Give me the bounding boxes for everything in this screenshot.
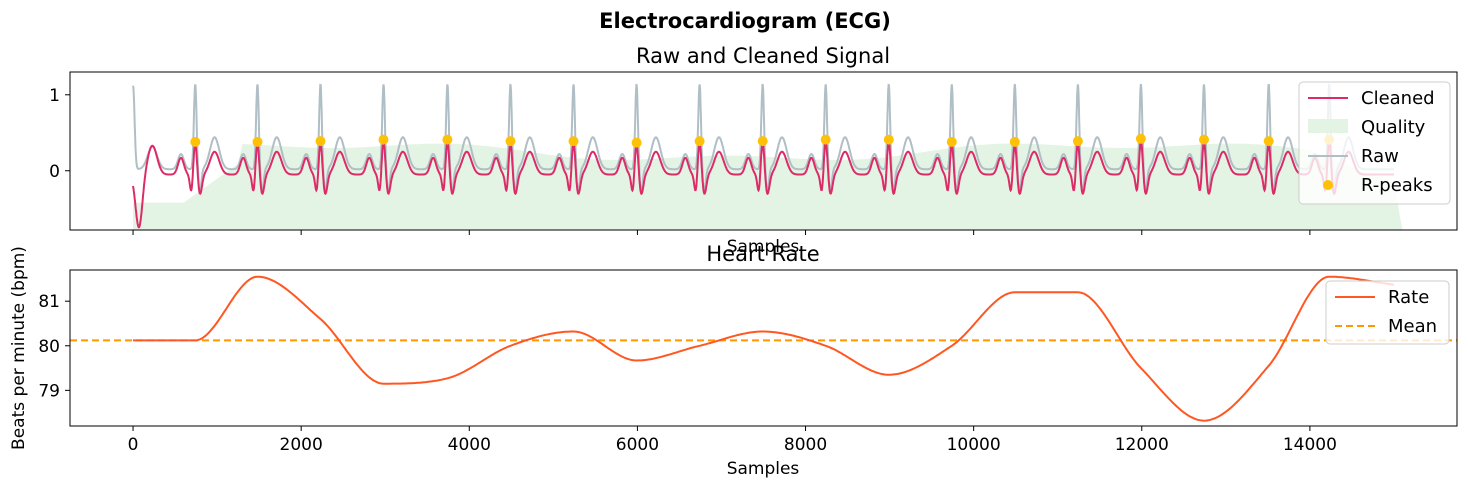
bottom-xtick-label: 14000 <box>1283 435 1337 455</box>
bottom-xtick-label: 0 <box>128 435 139 455</box>
r-peak-point <box>1009 136 1020 147</box>
top-legend: Cleaned Quality Raw R-peaks <box>1298 81 1451 205</box>
r-peak-point <box>442 134 453 145</box>
bottom-xtick-label: 12000 <box>1115 435 1169 455</box>
r-peak-point <box>883 134 894 145</box>
r-peak-point <box>252 136 263 147</box>
r-peak-point <box>1135 133 1146 144</box>
raw-cleaned-signal-panel: Raw and Cleaned Signal 01 Samples Cleane… <box>49 44 1458 257</box>
bottom-yaxis-label: Beats per minute (bpm) <box>9 246 29 450</box>
top-xaxis-label: Samples <box>727 237 800 257</box>
legend-label-cleaned: Cleaned <box>1361 88 1435 109</box>
cleaned-signal-line <box>132 139 1394 229</box>
r-peak-point <box>505 136 516 147</box>
r-peak-point <box>190 136 201 147</box>
top-ytick-label: 1 <box>49 86 60 106</box>
r-peak-point <box>378 134 389 145</box>
heart-rate-panel: Heart Rate 0 2000 4000 6000 8000 10000 12000 14… <box>9 242 1458 479</box>
r-peak-point <box>631 137 642 148</box>
bottom-plot-area <box>70 275 1457 422</box>
raw-signal-line <box>132 83 1394 194</box>
top-axes-frame <box>69 71 1458 231</box>
legend-label-quality: Quality <box>1361 117 1426 138</box>
legend-label-raw: Raw <box>1361 146 1399 167</box>
r-peak-point <box>694 136 705 147</box>
bottom-xaxis-label: Samples <box>727 459 800 479</box>
top-plot-area <box>132 83 1403 230</box>
r-peak-point <box>568 136 579 147</box>
top-panel-title: Raw and Cleaned Signal <box>636 44 890 68</box>
r-peak-point <box>1072 136 1083 147</box>
bottom-panel-title: Heart Rate <box>706 242 819 266</box>
bottom-ytick-label: 79 <box>38 381 60 401</box>
legend-label-mean: Mean <box>1388 316 1437 337</box>
bottom-ytick-label: 81 <box>38 292 60 312</box>
r-peak-point <box>1263 136 1274 147</box>
bottom-axis-ticks: 0 2000 4000 6000 8000 10000 12000 14000 79 80 81 <box>38 292 1337 455</box>
r-peak-point <box>757 136 768 147</box>
top-ytick-label: 0 <box>49 162 60 182</box>
r-peak-point <box>820 134 831 145</box>
legend-swatch-quality <box>1308 119 1348 133</box>
heart-rate-line <box>133 275 1395 422</box>
legend-label-rpeaks: R-peaks <box>1361 175 1433 196</box>
bottom-xtick-label: 4000 <box>448 435 491 455</box>
figure-title: Electrocardiogram (ECG) <box>599 9 891 33</box>
top-axis-ticks: 01 <box>49 86 1311 235</box>
bottom-xtick-label: 2000 <box>280 435 323 455</box>
bottom-xtick-label: 6000 <box>616 435 659 455</box>
r-peak-point <box>1199 134 1209 145</box>
bottom-xtick-label: 8000 <box>784 435 827 455</box>
bottom-xtick-label: 10000 <box>947 435 1001 455</box>
r-peak-point <box>315 136 326 147</box>
legend-swatch-rpeaks <box>1323 180 1333 190</box>
bottom-ytick-label: 80 <box>38 337 60 357</box>
r-peak-point <box>946 136 957 147</box>
bottom-legend: Rate Mean <box>1325 280 1450 345</box>
legend-label-rate: Rate <box>1388 287 1429 308</box>
top-legend-box <box>1298 81 1451 205</box>
bottom-axes-frame <box>69 269 1458 427</box>
